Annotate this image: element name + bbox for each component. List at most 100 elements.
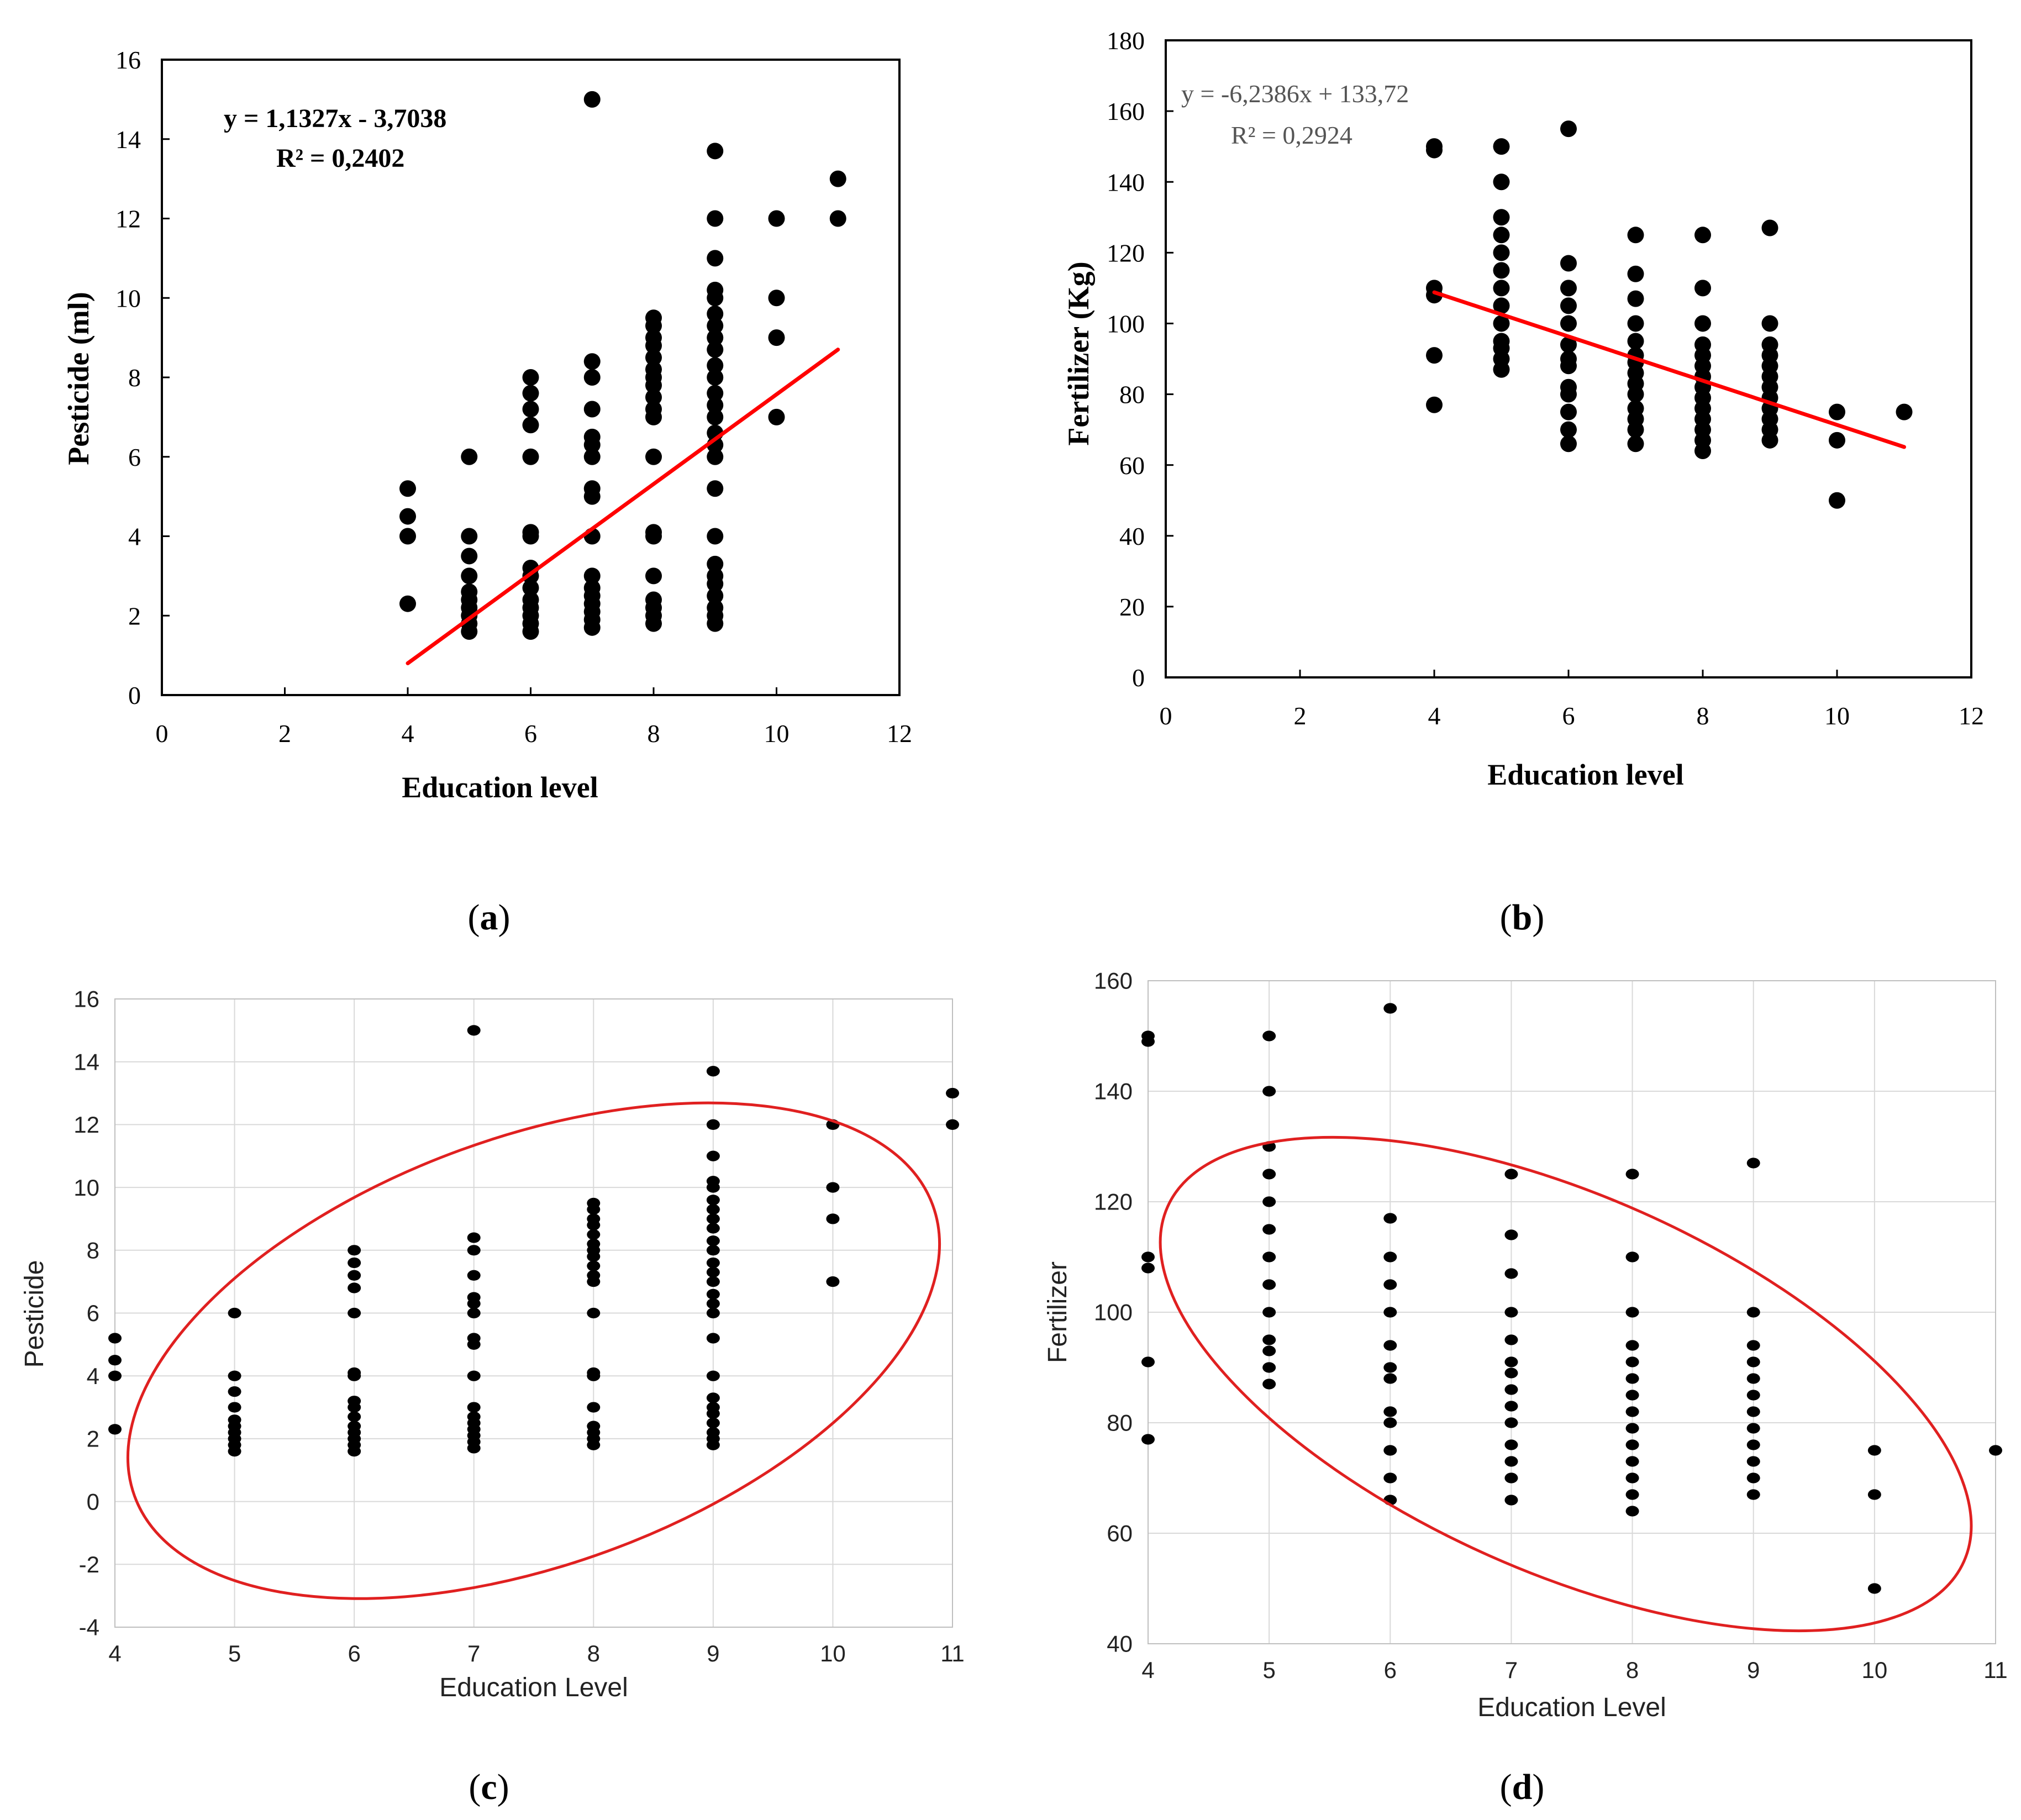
data-point — [707, 250, 724, 267]
data-point — [467, 1333, 481, 1344]
data-point — [1383, 1307, 1397, 1318]
data-point — [1560, 336, 1577, 353]
data-point — [706, 1150, 720, 1161]
data-point — [706, 1195, 720, 1206]
data-point — [348, 1282, 361, 1293]
data-point — [228, 1402, 241, 1413]
data-point — [1426, 347, 1443, 364]
data-point — [1560, 378, 1577, 396]
data-point — [707, 567, 724, 585]
data-point — [1761, 336, 1778, 353]
panel-label-open-paren: ( — [1500, 1767, 1512, 1807]
data-point — [587, 1367, 601, 1379]
highlight-ellipse — [1159, 1135, 1973, 1633]
data-point — [348, 1307, 361, 1319]
data-point — [522, 448, 539, 465]
y-tick-label: 8 — [87, 1238, 99, 1264]
data-point — [707, 408, 724, 425]
y-tick-label: 80 — [1119, 381, 1145, 409]
data-point — [399, 528, 416, 545]
panel-label-c: (c) — [469, 1767, 509, 1807]
x-tick-label: 11 — [1983, 1657, 2008, 1683]
data-point — [1560, 315, 1577, 332]
data-point — [467, 1307, 481, 1319]
data-point — [706, 1427, 720, 1438]
data-point — [706, 1266, 720, 1278]
data-point — [1625, 1423, 1639, 1434]
x-tick-label: 8 — [648, 719, 660, 748]
data-point — [587, 1238, 601, 1250]
data-point — [1141, 1030, 1155, 1041]
data-point — [1625, 1356, 1639, 1367]
data-point — [1493, 333, 1510, 350]
data-point — [1383, 1472, 1397, 1484]
data-point — [1262, 1224, 1276, 1235]
data-point — [706, 1402, 720, 1413]
data-point — [1746, 1472, 1760, 1484]
x-tick-label: 8 — [1697, 702, 1709, 730]
r-squared-label: R² = 0,2924 — [1231, 121, 1352, 149]
y-axis-label: Pesticide — [20, 1260, 49, 1368]
data-point — [707, 599, 724, 616]
y-axis-label: Fertilizer (Kg) — [1062, 261, 1095, 445]
x-tick-label: 4 — [1141, 1657, 1154, 1683]
data-point — [348, 1421, 361, 1432]
data-point — [522, 369, 539, 386]
data-point — [1625, 1489, 1639, 1500]
data-point — [467, 1292, 481, 1303]
data-point — [228, 1307, 241, 1319]
data-point — [706, 1119, 720, 1130]
y-tick-label: 60 — [1119, 451, 1145, 480]
data-point — [1625, 1251, 1639, 1263]
data-point — [399, 595, 416, 612]
y-tick-label: 10 — [73, 1175, 99, 1201]
data-point — [1625, 1506, 1639, 1517]
y-tick-label: 20 — [1119, 593, 1145, 621]
data-point — [1625, 1406, 1639, 1417]
y-tick-label: -2 — [79, 1551, 99, 1577]
data-point — [467, 1411, 481, 1422]
data-point — [1627, 227, 1644, 244]
panel-label-close-paren: ) — [498, 897, 510, 938]
data-point — [1867, 1489, 1881, 1500]
data-point — [583, 353, 601, 370]
y-tick-label: 8 — [128, 364, 141, 392]
x-tick-label: 10 — [1861, 1657, 1887, 1683]
data-point — [228, 1370, 241, 1381]
data-point — [1141, 1251, 1155, 1263]
y-tick-label: 16 — [115, 46, 141, 74]
data-point — [645, 361, 662, 378]
data-point — [1504, 1334, 1518, 1345]
data-point — [706, 1257, 720, 1269]
data-point — [1504, 1367, 1518, 1379]
data-point — [1694, 315, 1711, 332]
x-tick-label: 9 — [1747, 1657, 1760, 1683]
y-tick-label: 0 — [128, 681, 141, 709]
panel-label-open-paren: ( — [1500, 897, 1512, 938]
y-tick-label: 0 — [87, 1488, 99, 1514]
x-tick-label: 12 — [1959, 702, 1984, 730]
data-point — [587, 1260, 601, 1271]
data-point — [706, 1176, 720, 1187]
data-point — [1560, 120, 1577, 138]
panel-label-letter: b — [1512, 897, 1533, 938]
data-point — [1493, 315, 1510, 332]
data-point — [1560, 403, 1577, 420]
y-tick-label: 60 — [1107, 1521, 1133, 1547]
x-tick-label: 5 — [228, 1640, 241, 1666]
chart-panel-d: 4 5 6 7 8 9 10 11 40 60 80 100 120 140 160 Education Le… — [1043, 968, 2008, 1722]
x-tick-label: 11 — [940, 1640, 965, 1666]
chart-panel-a: 0 2 4 6 8 10 12 0 2 4 6 8 10 12 14 16 Education level Pes… — [62, 46, 912, 804]
panel-label-close-paren: ) — [497, 1767, 509, 1807]
y-tick-label: 160 — [1107, 97, 1145, 125]
x-axis-label: Education level — [402, 771, 598, 804]
data-point — [583, 567, 601, 585]
data-point — [1867, 1583, 1881, 1594]
data-point — [1746, 1456, 1760, 1467]
data-point — [707, 480, 724, 497]
y-tick-label: 14 — [73, 1049, 99, 1075]
y-tick-label: 120 — [1107, 239, 1145, 267]
data-point — [707, 341, 724, 358]
data-point — [108, 1370, 122, 1381]
